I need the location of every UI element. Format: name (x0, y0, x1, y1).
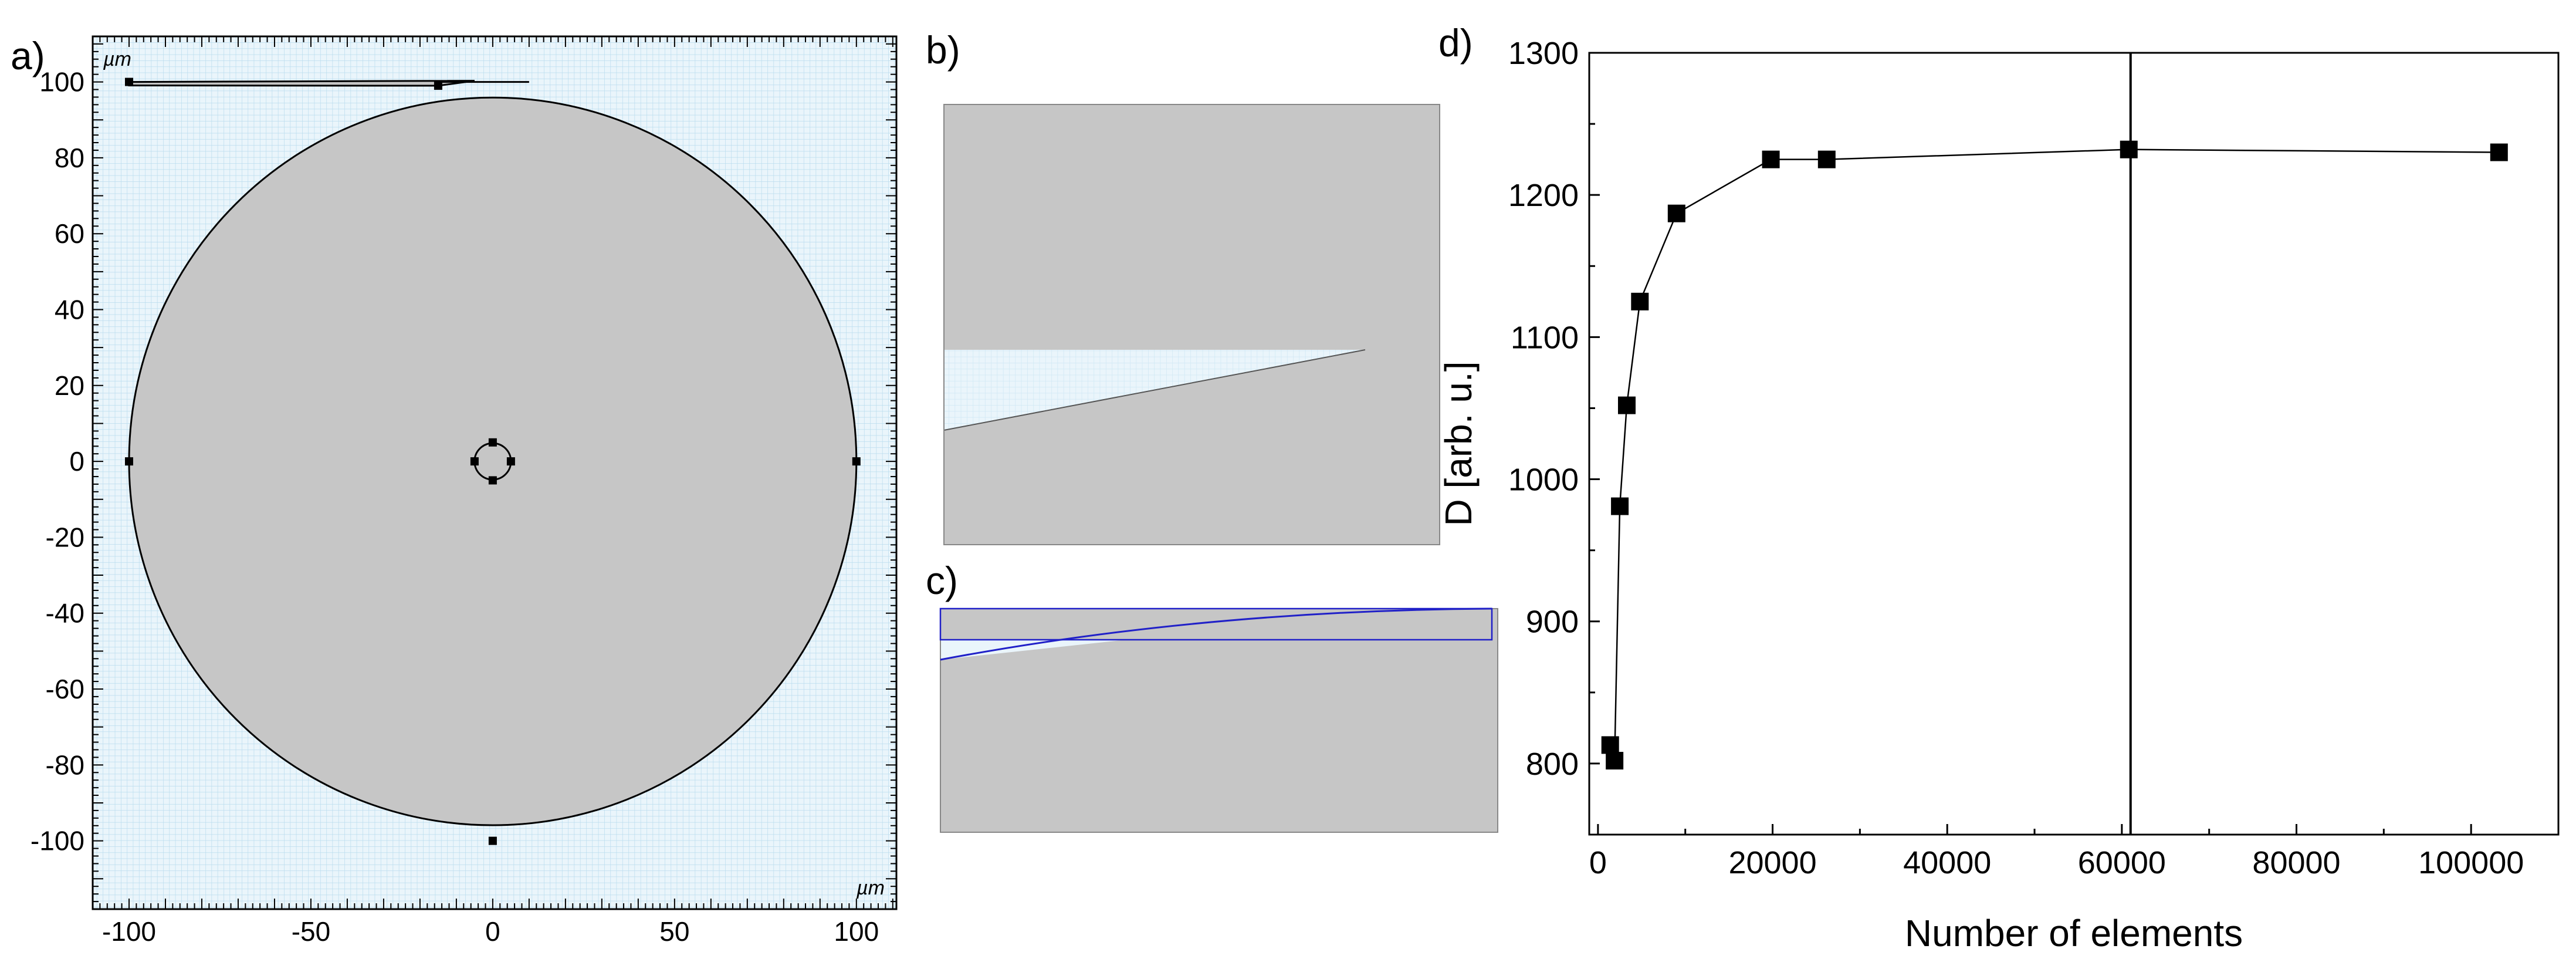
x-unit-label: µm (856, 877, 885, 899)
panel-label-b: b) (926, 28, 960, 72)
panel-a-frame (92, 35, 898, 910)
x-axis-title: Number of elements (1905, 912, 2243, 954)
panel-label-a: a) (11, 34, 45, 77)
x-tick-label: 80000 (2252, 845, 2340, 880)
x-tick-label: 0 (1589, 845, 1607, 880)
data-point (1667, 204, 1685, 222)
vertex-marker (124, 457, 133, 466)
panel-b-upper-block (944, 104, 1440, 350)
y-tick-label: 1300 (1508, 36, 1579, 71)
y-tick-label: 1200 (1508, 178, 1579, 213)
vertex-marker (434, 82, 442, 90)
y-tick-label: -40 (46, 598, 84, 629)
data-point (1631, 292, 1649, 310)
data-point (1617, 396, 1636, 414)
vertex-marker (124, 77, 133, 86)
y-tick-label: -100 (31, 826, 84, 856)
x-tick-label: -100 (102, 916, 156, 947)
panel-c-gap (940, 640, 1126, 660)
panel-b-lower-block (944, 350, 1440, 545)
y-tick-label: -20 (46, 522, 84, 552)
x-tick-label: 60000 (2078, 845, 2166, 880)
y-unit-label: µm (103, 48, 131, 70)
data-point (1817, 150, 1836, 168)
vertex-marker (506, 457, 515, 466)
panel-d-axes: 800 900 1000 1100 1200 1300 0 20000 40000 60000 80… (1508, 36, 2560, 880)
y-tick-label: 900 (1526, 605, 1579, 640)
vertex-marker (852, 457, 861, 466)
panel-d-plot (1601, 53, 2508, 835)
y-tick-label: 40 (55, 294, 84, 325)
x-tick-label: 100000 (2418, 845, 2524, 880)
x-tick-label: 50 (659, 916, 689, 947)
x-tick-label: 0 (485, 916, 500, 947)
panel-label-d: d) (1438, 21, 1473, 65)
panel-b (943, 104, 1440, 545)
y-axis-title: D [arb. u.] (1437, 362, 1480, 526)
channel (128, 80, 475, 87)
data-point (2120, 140, 2138, 158)
panel-d: 800 900 1000 1100 1200 1300 0 20000 40000 60000 80… (1437, 36, 2560, 954)
panel-label-c: c) (926, 559, 958, 602)
y-tick-label: 100 (39, 67, 84, 97)
y-tick-label: 80 (55, 143, 84, 173)
y-tick-label: 800 (1526, 747, 1579, 782)
y-tick-label: -60 (46, 674, 84, 704)
vertex-marker (488, 476, 497, 485)
x-tick-label: -50 (292, 916, 330, 947)
panel-c-mesh-curve (940, 607, 1492, 661)
x-tick-label: 100 (834, 916, 879, 947)
vertex-marker (488, 836, 497, 845)
vertex-marker (488, 438, 497, 447)
data-point (2490, 143, 2508, 161)
y-tick-label: 0 (69, 446, 84, 477)
x-tick-label: 40000 (1903, 845, 1991, 880)
panel-a-domain (124, 77, 861, 845)
data-point (1611, 497, 1629, 515)
vertex-marker (470, 457, 479, 466)
panel-d-frame (1588, 52, 2560, 836)
panel-a-ticks: -100 -50 0 50 100 100 80 60 40 20 0 -20 -40 -60 -80 -10… (31, 36, 896, 947)
data-point (1601, 736, 1619, 754)
domain-circle (128, 96, 858, 826)
series-line (1609, 148, 2499, 761)
panel-a: -100 -50 0 50 100 100 80 60 40 20 0 -20 -40 -60 -80 -10… (31, 35, 898, 947)
panel-b-wedge-edge (943, 349, 1366, 431)
y-tick-label: 1000 (1508, 462, 1579, 498)
y-tick-label: 20 (55, 370, 84, 401)
panel-c (939, 607, 1498, 833)
data-point (1762, 150, 1780, 168)
data-point (1606, 752, 1624, 770)
panel-c-mesh-outline (939, 607, 1493, 641)
y-tick-label: -80 (46, 749, 84, 780)
x-tick-label: 20000 (1728, 845, 1816, 880)
y-tick-label: 1100 (1511, 320, 1579, 355)
y-tick-label: 60 (55, 218, 84, 249)
panel-b-frame (943, 104, 1440, 545)
